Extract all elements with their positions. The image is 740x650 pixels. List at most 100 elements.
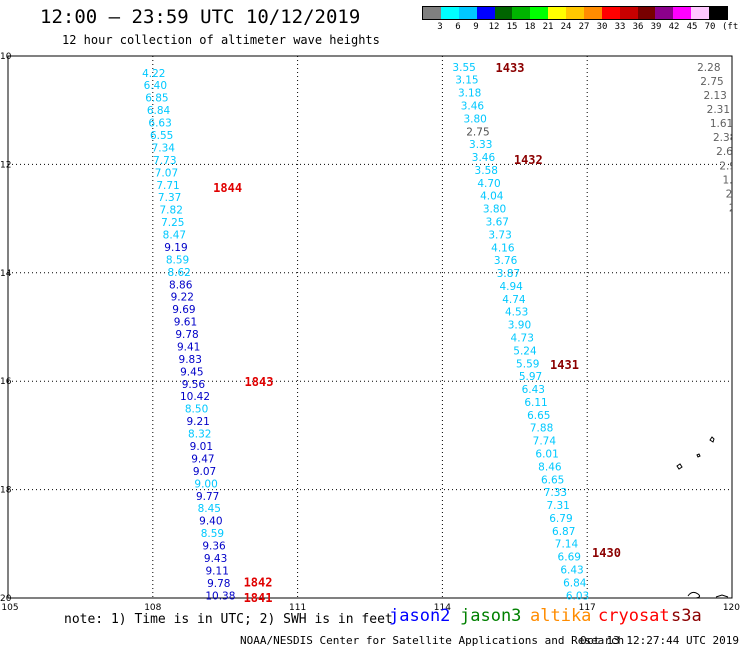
satellite-legend-altika: altika <box>530 606 592 626</box>
color-swatch <box>494 7 513 19</box>
color-bar-labels: 3 6 9 12 15 18 21 24 27 30 33 36 39 42 45 70 <box>422 22 728 34</box>
wave-height-label: 5.59 <box>516 358 539 370</box>
wave-height-label: 1.61 <box>710 118 733 130</box>
wave-height-label: 9.43 <box>204 553 227 565</box>
wave-height-label: 3.56 <box>732 217 740 229</box>
wave-height-label: 8.32 <box>188 429 211 441</box>
wave-height-label: 8.47 <box>163 230 186 242</box>
satellite-legend-cryosat: cryosat <box>598 606 670 626</box>
wave-height-label: 3.87 <box>497 268 520 280</box>
wave-height-label: 3.13 <box>735 231 740 243</box>
wave-height-label: 1.74 <box>723 174 740 186</box>
wave-height-label: 7.37 <box>158 192 181 204</box>
wave-height-label: 6.43 <box>560 565 583 577</box>
lat-tick-label: 12 <box>0 160 11 170</box>
wave-height-label: 7.34 <box>152 142 176 154</box>
color-bar-label: 70 <box>704 22 716 32</box>
wave-height-label: 3.73 <box>488 229 511 241</box>
pass-time-label: 1432 <box>514 153 543 167</box>
color-bar-label: 30 <box>596 22 608 32</box>
wave-height-label: 9.56 <box>182 379 206 391</box>
wave-height-label: 6.85 <box>145 93 168 105</box>
color-swatch <box>548 7 566 19</box>
lon-tick-label: 105 <box>1 603 18 613</box>
lon-tick-label: 111 <box>289 603 306 613</box>
pass-time-label: 1844 <box>213 181 242 195</box>
lat-tick-label: 16 <box>0 377 12 387</box>
wave-height-label: 8.59 <box>166 254 189 266</box>
wave-height-label: 7.82 <box>160 205 183 217</box>
wave-height-label: 2.93 <box>729 203 740 215</box>
wave-height-label: 6.03 <box>566 590 589 602</box>
color-swatch <box>673 7 692 19</box>
wave-height-label: 6.55 <box>150 130 173 142</box>
wave-height-label: 9.07 <box>193 466 216 478</box>
color-bar-label: 36 <box>632 22 644 32</box>
pass-time-label: 1841 <box>244 591 273 605</box>
wave-height-label: 2.31 <box>707 104 730 116</box>
wave-height-label: 4.94 <box>499 281 523 293</box>
credit-text: NOAA/NESDIS Center for Satellite Applica… <box>240 634 625 647</box>
wave-height-label: 9.77 <box>196 491 219 503</box>
wave-height-label: 2.75 <box>700 76 723 88</box>
wave-height-label: 9.11 <box>206 565 229 577</box>
wave-height-label: 9.78 <box>175 329 198 341</box>
wave-height-label: 3.80 <box>463 113 486 125</box>
pass-time-label: 1842 <box>244 576 273 590</box>
wave-height-label: 3.46 <box>472 152 496 164</box>
wave-height-label: 3.76 <box>494 255 518 267</box>
color-bar-label: 24 <box>560 22 572 32</box>
color-swatch <box>709 7 727 19</box>
color-bar-label: 27 <box>578 22 590 32</box>
wave-height-label: 2.38 <box>713 132 736 144</box>
wave-height-label: 6.84 <box>563 577 587 589</box>
color-bar-label: 45 <box>686 22 698 32</box>
coastline-segment <box>687 591 701 599</box>
color-bar-label: 12 <box>488 22 500 32</box>
wave-height-label: 9.41 <box>177 341 200 353</box>
wave-height-label: 9.83 <box>179 354 202 366</box>
island-outline <box>709 436 715 443</box>
subtitle: 12 hour collection of altimeter wave hei… <box>62 33 380 47</box>
color-bar-label: 39 <box>650 22 662 32</box>
color-swatch <box>512 7 531 19</box>
map-frame <box>7 55 733 599</box>
color-bar-label: 18 <box>524 22 536 32</box>
pass-time-label: 1430 <box>592 546 621 560</box>
lon-tick-label: 120 <box>723 603 740 613</box>
wave-height-label: 9.19 <box>164 242 187 254</box>
wave-height-label: 6.01 <box>535 449 558 461</box>
wave-height-label: 3.33 <box>469 139 492 151</box>
wave-height-label: 10.38 <box>205 590 235 602</box>
lon-tick-label: 114 <box>434 603 451 613</box>
color-bar-label: 3 <box>437 22 443 32</box>
color-swatch <box>619 7 638 19</box>
wave-height-label: 2.13 <box>703 90 726 102</box>
wave-height-label: 3.80 <box>483 204 506 216</box>
wave-height-label: 6.69 <box>558 552 581 564</box>
wave-height-label: 8.46 <box>538 461 562 473</box>
wave-height-label: 9.45 <box>180 366 203 378</box>
color-bar-label: 21 <box>542 22 554 32</box>
color-swatch <box>637 7 656 19</box>
wave-height-label: 6.65 <box>527 410 550 422</box>
color-swatch <box>583 7 602 19</box>
wave-height-label: 10.42 <box>180 391 210 403</box>
lat-tick-label: 10 <box>0 52 12 62</box>
wave-height-label: 9.01 <box>190 441 213 453</box>
color-bar-label: 15 <box>506 22 518 32</box>
lat-tick-label: 18 <box>0 486 12 496</box>
wave-height-label: 4.70 <box>477 178 500 190</box>
color-bar-label: 6 <box>455 22 461 32</box>
satellite-legend-s3a: s3a <box>671 606 702 626</box>
wave-height-label: 9.40 <box>199 516 222 528</box>
color-swatch <box>655 7 674 19</box>
color-bar-label: 9 <box>473 22 479 32</box>
wave-height-label: 6.79 <box>549 513 572 525</box>
color-swatch <box>530 7 549 19</box>
wave-height-label: 9.78 <box>207 578 230 590</box>
wave-height-label: 6.43 <box>522 384 545 396</box>
wave-height-label: 9.22 <box>171 292 194 304</box>
color-swatch <box>691 7 709 19</box>
wave-height-label: 3.67 <box>486 217 509 229</box>
